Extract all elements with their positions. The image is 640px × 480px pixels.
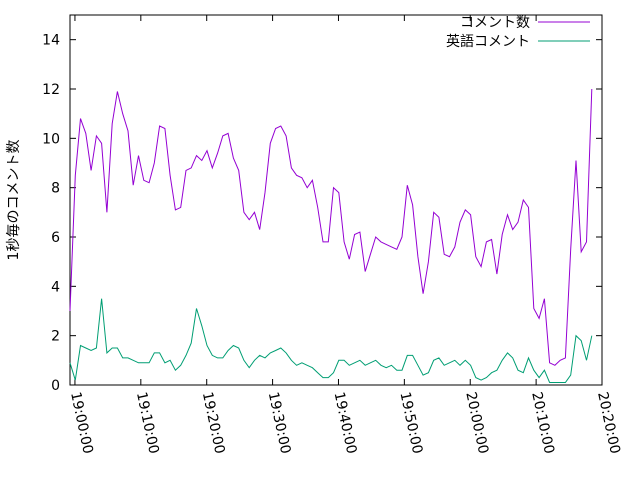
- x-tick-label: 19:50:00: [396, 391, 425, 456]
- y-tick-label: 0: [51, 378, 60, 394]
- x-tick-label: 19:10:00: [133, 391, 162, 456]
- y-tick-label: 12: [42, 82, 60, 98]
- series-line: [69, 298, 593, 383]
- legend-label: コメント数: [460, 15, 530, 31]
- y-tick-label: 8: [51, 181, 60, 197]
- y-tick-label: 10: [42, 131, 60, 147]
- series-line: [69, 88, 593, 366]
- x-tick-label: 19:00:00: [67, 391, 96, 456]
- y-tick-label: 14: [42, 33, 60, 49]
- plot-frame: [69, 14, 603, 386]
- x-tick-label: 19:20:00: [199, 391, 228, 456]
- x-tick-label: 19:40:00: [331, 391, 360, 456]
- legend-label: 英語コメント: [446, 33, 530, 50]
- x-tick-label: 20:00:00: [462, 391, 491, 456]
- y-tick-label: 6: [51, 230, 60, 246]
- y-tick-label: 4: [51, 279, 60, 295]
- x-tick-label: 19:30:00: [265, 391, 294, 456]
- y-axis-label: 1秒毎のコメント数: [6, 140, 22, 261]
- x-tick-label: 20:20:00: [594, 391, 623, 456]
- y-tick-label: 2: [51, 329, 60, 345]
- x-tick-label: 20:10:00: [528, 391, 557, 456]
